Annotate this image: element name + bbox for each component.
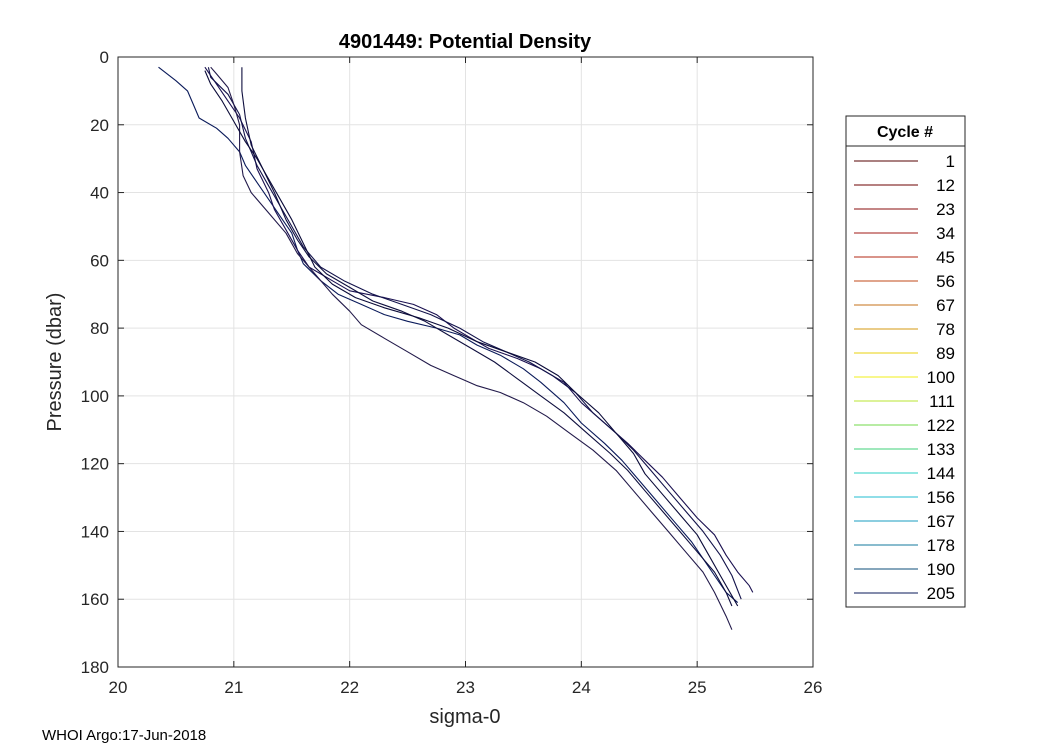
legend-label: 111 [929,392,955,411]
legend-label: 167 [927,512,955,531]
series-line-profile-b [204,66,754,593]
legend-label: 12 [936,176,955,195]
legend-label: 178 [927,536,955,555]
y-tick-label: 100 [81,387,109,406]
x-tick-label: 26 [804,678,823,697]
legend-label: 156 [927,488,955,507]
y-tick-label: 80 [90,319,109,338]
y-axis-label: Pressure (dbar) [44,293,66,432]
series-line-profile-c [207,67,742,600]
y-tick-label: 120 [81,455,109,474]
legend-title: Cycle # [877,124,933,141]
legend: Cycle # 1 12 23 34 45 56 67 78 89 100 111 122 133 144… [845,115,966,608]
axis-ticks: 20 21 22 23 24 25 26 0 20 40 60 80 100 120 140 160 180 [81,48,823,697]
y-tick-label: 20 [90,116,109,135]
legend-label: 133 [927,440,955,459]
footer-credit: WHOI Argo:17-Jun-2018 [42,727,207,744]
legend-label: 100 [927,368,955,387]
legend-label: 78 [936,320,955,339]
chart-title: 4901449: Potential Density [339,31,592,53]
legend-label: 190 [927,560,955,579]
y-tick-label: 180 [81,658,109,677]
y-tick-label: 0 [100,48,109,67]
legend-label: 56 [936,272,955,291]
y-tick-label: 60 [90,251,109,270]
y-tick-label: 40 [90,184,109,203]
x-tick-label: 24 [572,678,591,697]
x-tick-label: 22 [340,678,359,697]
series-line-profile-f [204,70,739,607]
grid [118,57,813,667]
legend-label: 67 [936,296,955,315]
legend-label: 89 [936,344,955,363]
legend-label: 122 [927,416,955,435]
series-line-profile-d [241,67,733,607]
legend-label: 205 [927,584,955,603]
series-line-profile-e [210,66,733,630]
x-tick-label: 23 [456,678,475,697]
x-tick-label: 21 [224,678,243,697]
legend-label: 1 [946,152,955,171]
legend-label: 34 [936,224,955,243]
x-tick-label: 25 [688,678,707,697]
legend-label: 144 [927,464,955,483]
series-group [158,66,754,630]
x-axis-label: sigma-0 [429,706,500,728]
legend-box [845,115,966,608]
x-tick-label: 20 [109,678,128,697]
y-tick-label: 160 [81,590,109,609]
y-tick-label: 140 [81,522,109,541]
series-line-profile-a [158,66,739,604]
legend-label: 23 [936,200,955,219]
legend-label: 45 [936,248,955,267]
